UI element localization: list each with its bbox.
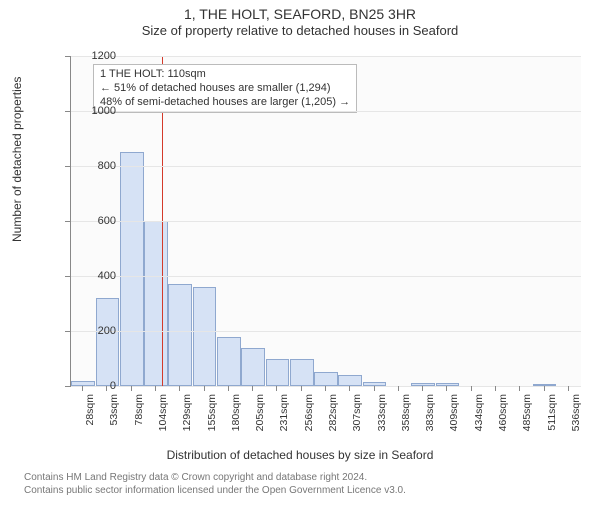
y-tick-label: 600 [82,215,116,227]
bar [338,375,362,386]
y-tick-mark [65,111,70,112]
x-tick-mark [276,386,277,391]
x-tick-mark [398,386,399,391]
x-tick-label: 256sqm [303,394,315,444]
gridline [71,276,581,277]
annotation-line-3: 48% of semi-detached houses are larger (… [100,96,350,110]
y-tick-mark [65,166,70,167]
y-axis-label: Number of detached properties [10,77,24,242]
x-tick-label: 333sqm [376,394,388,444]
x-tick-mark [204,386,205,391]
x-tick-mark [301,386,302,391]
page-subtitle: Size of property relative to detached ho… [0,23,600,38]
annotation-line-2: ← 51% of detached houses are smaller (1,… [100,82,350,96]
x-tick-label: 28sqm [84,394,96,444]
y-tick-label: 800 [82,160,116,172]
x-tick-label: 180sqm [230,394,242,444]
page-title: 1, THE HOLT, SEAFORD, BN25 3HR [0,6,600,22]
x-tick-label: 104sqm [157,394,169,444]
chart-container: Number of detached properties 1 THE HOLT… [28,52,588,432]
x-tick-mark [252,386,253,391]
x-tick-mark [519,386,520,391]
x-tick-mark [349,386,350,391]
x-tick-label: 485sqm [521,394,533,444]
x-tick-mark [374,386,375,391]
bar [96,298,120,386]
footer-line-2: Contains public sector information licen… [24,485,406,498]
y-tick-mark [65,56,70,57]
plot-area: 1 THE HOLT: 110sqm ← 51% of detached hou… [70,56,581,387]
x-tick-mark [422,386,423,391]
x-tick-label: 282sqm [327,394,339,444]
x-tick-label: 383sqm [424,394,436,444]
x-tick-mark [82,386,83,391]
y-tick-mark [65,221,70,222]
x-tick-label: 307sqm [351,394,363,444]
x-tick-label: 409sqm [448,394,460,444]
x-tick-mark [106,386,107,391]
bar [290,359,314,387]
x-tick-label: 358sqm [400,394,412,444]
x-tick-mark [471,386,472,391]
x-tick-label: 205sqm [254,394,266,444]
x-tick-label: 231sqm [278,394,290,444]
gridline [71,166,581,167]
y-tick-mark [65,276,70,277]
x-tick-mark [155,386,156,391]
x-tick-mark [495,386,496,391]
x-tick-mark [568,386,569,391]
bar [193,287,217,386]
gridline [71,111,581,112]
annotation-line-1: 1 THE HOLT: 110sqm [100,68,350,82]
x-tick-mark [131,386,132,391]
bar [120,152,144,386]
gridline [71,331,581,332]
x-axis-label: Distribution of detached houses by size … [0,448,600,462]
bar [314,372,338,386]
x-tick-mark [325,386,326,391]
x-tick-label: 460sqm [497,394,509,444]
gridline [71,386,581,387]
x-tick-mark [179,386,180,391]
bar [241,348,265,387]
x-tick-label: 53sqm [108,394,120,444]
x-tick-label: 511sqm [546,394,558,444]
bar [168,284,192,386]
y-tick-label: 400 [82,270,116,282]
x-tick-label: 155sqm [206,394,218,444]
bar [144,221,168,386]
y-tick-label: 1200 [82,50,116,62]
x-tick-mark [544,386,545,391]
y-tick-label: 0 [82,380,116,392]
x-tick-label: 434sqm [473,394,485,444]
gridline [71,56,581,57]
footer: Contains HM Land Registry data © Crown c… [24,472,406,497]
y-tick-mark [65,386,70,387]
bar [217,337,241,387]
x-tick-mark [446,386,447,391]
x-tick-label: 536sqm [570,394,582,444]
gridline [71,221,581,222]
y-tick-label: 200 [82,325,116,337]
x-tick-label: 78sqm [133,394,145,444]
annotation-box: 1 THE HOLT: 110sqm ← 51% of detached hou… [93,64,357,113]
footer-line-1: Contains HM Land Registry data © Crown c… [24,472,406,485]
x-tick-label: 129sqm [181,394,193,444]
x-tick-mark [228,386,229,391]
bar [266,359,290,387]
y-tick-mark [65,331,70,332]
y-tick-label: 1000 [82,105,116,117]
x-ticks-layer: 28sqm 53sqm 78sqm 104sqm 129sqm 155sqm 180sqm 2… [70,388,580,448]
